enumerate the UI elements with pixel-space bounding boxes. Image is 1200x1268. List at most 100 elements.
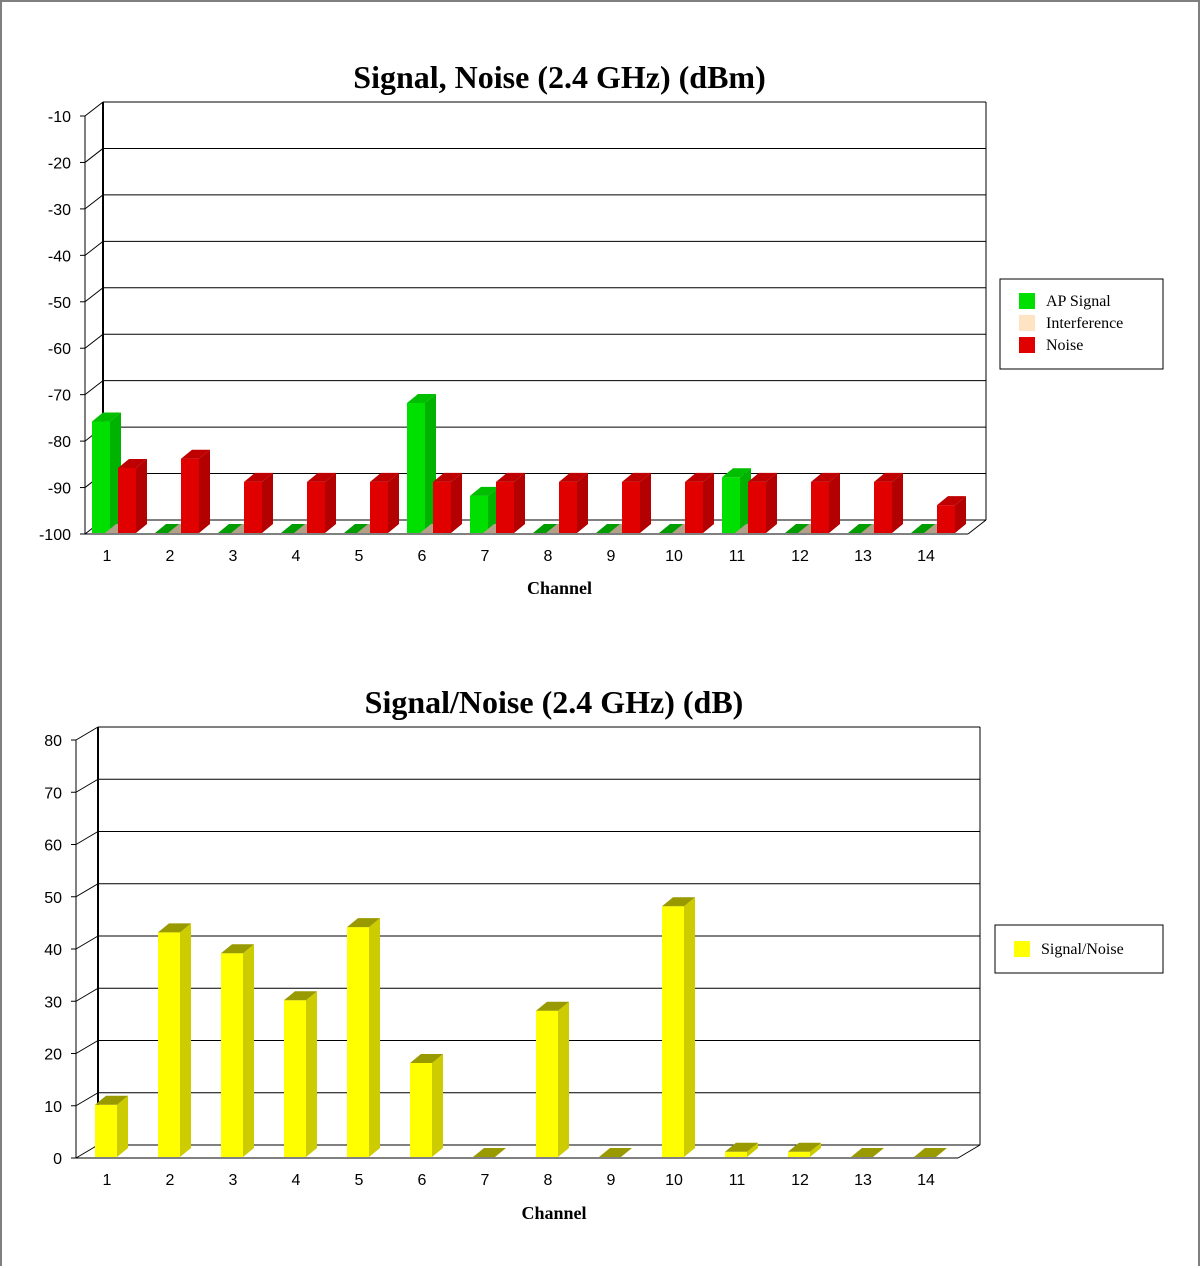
y-tick-label: -10: [48, 109, 71, 126]
bar-ap-signal-ch11: [722, 468, 751, 533]
bar-front: [244, 481, 262, 533]
legend-swatch: [1019, 315, 1035, 331]
bar-side: [766, 472, 777, 533]
bar-noise-ch14: [937, 496, 966, 533]
gridline-side: [84, 287, 104, 303]
y-tick-label: -100: [39, 527, 71, 544]
bar-signal-noise-ch14: [914, 1148, 947, 1157]
bar-side: [325, 472, 336, 533]
bar-side: [892, 472, 903, 533]
bar-side: [199, 449, 210, 533]
bar-side: [117, 1095, 128, 1157]
x-tick-label: 3: [229, 548, 238, 565]
gridline-side: [75, 726, 99, 741]
bar-top: [221, 944, 254, 954]
gridline-side: [84, 380, 104, 396]
y-tick-label: 10: [44, 1099, 62, 1116]
y-tick-label: 30: [44, 994, 62, 1011]
x-tick-label: 4: [292, 1172, 301, 1189]
bar-signal-noise-ch5: [347, 918, 380, 1157]
x-tick-label: 10: [665, 1172, 683, 1189]
bar-noise-ch8: [559, 472, 588, 533]
x-tick-label: 3: [229, 1172, 238, 1189]
bar-signal-noise-ch9: [599, 1148, 632, 1157]
y-tick-label: -90: [48, 481, 71, 498]
x-tick-label: 9: [607, 1172, 616, 1189]
bar-top: [599, 1148, 632, 1157]
bars: [95, 897, 947, 1157]
bar-top: [536, 1001, 569, 1011]
bar-signal-noise-ch10: [662, 897, 695, 1157]
y-tick-label: -80: [48, 434, 71, 451]
bar-signal-noise-ch11: [725, 1142, 758, 1157]
x-axis-label: Channel: [527, 578, 592, 598]
bar-top: [347, 918, 380, 928]
gridline-side: [84, 333, 104, 349]
bar-top: [622, 472, 651, 482]
bar-top: [559, 472, 588, 482]
bar-front: [748, 481, 766, 533]
bar-front: [221, 953, 243, 1157]
bar-front: [937, 505, 955, 533]
bar-front: [811, 481, 829, 533]
gridlines: [75, 726, 980, 1159]
bar-top: [470, 486, 499, 496]
gridline-side: [75, 1092, 99, 1107]
bar-side: [136, 458, 147, 533]
legend: Signal/Noise: [994, 924, 1164, 974]
legend-label: Noise: [1046, 337, 1083, 354]
x-tick-label: 13: [854, 1172, 872, 1189]
legend-label: AP Signal: [1046, 293, 1111, 310]
bar-side: [558, 1001, 569, 1157]
bar-signal-noise-ch8: [536, 1001, 569, 1157]
bar-front: [410, 1062, 432, 1157]
bar-top: [473, 1148, 506, 1157]
bar-top: [874, 472, 903, 482]
bar-side: [451, 472, 462, 533]
bar-top: [92, 412, 121, 422]
gridline-side: [75, 935, 99, 950]
x-tick-label: 9: [607, 548, 616, 565]
bar-signal-noise-ch6: [410, 1053, 443, 1157]
legend: AP Signal Interference Noise: [999, 278, 1164, 370]
x-tick-label: 5: [355, 548, 364, 565]
gridline-side: [84, 148, 104, 163]
y-tick-label: -70: [48, 388, 71, 405]
bar-top: [410, 1053, 443, 1063]
bar-top: [662, 897, 695, 907]
bar-front: [307, 481, 325, 533]
bar-side: [306, 991, 317, 1157]
bar-side: [514, 472, 525, 533]
bar-noise-ch10: [685, 472, 714, 533]
x-tick-label: 1: [103, 548, 112, 565]
x-tick-label: 12: [791, 1172, 809, 1189]
bar-top: [433, 472, 462, 482]
bar-noise-ch7: [496, 472, 525, 533]
bar-front: [95, 1104, 117, 1157]
y-tick-label: -20: [48, 155, 71, 172]
bar-front: [874, 481, 892, 533]
bar-top: [725, 1142, 758, 1152]
x-tick-label: 5: [355, 1172, 364, 1189]
x-axis-label: Channel: [521, 1203, 586, 1223]
bar-front: [725, 1151, 747, 1157]
bar-top: [811, 472, 840, 482]
y-tick-label: -30: [48, 202, 71, 219]
bar-front: [118, 467, 136, 533]
bar-noise-ch2: [181, 449, 210, 533]
bar-side: [262, 472, 273, 533]
bar-side: [432, 1053, 443, 1157]
bar-top: [284, 991, 317, 1001]
bar-front: [536, 1010, 558, 1157]
bar-side: [388, 472, 399, 533]
bar-front: [347, 927, 369, 1157]
x-tick-label: 11: [729, 548, 746, 565]
bar-noise-ch12: [811, 472, 840, 533]
bar-top: [496, 472, 525, 482]
gridline-side: [75, 831, 99, 845]
bar-top: [851, 1148, 884, 1157]
bar-side: [829, 472, 840, 533]
x-tick-label: 14: [917, 548, 935, 565]
bar-top: [307, 472, 336, 482]
